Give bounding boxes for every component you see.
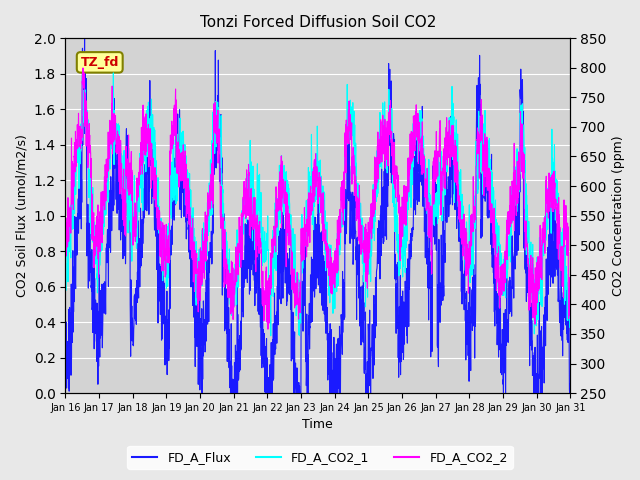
- Title: Tonzi Forced Diffusion Soil CO2: Tonzi Forced Diffusion Soil CO2: [200, 15, 436, 30]
- Text: TZ_fd: TZ_fd: [81, 56, 119, 69]
- Y-axis label: CO2 Soil Flux (umol/m2/s): CO2 Soil Flux (umol/m2/s): [15, 134, 28, 297]
- Legend: FD_A_Flux, FD_A_CO2_1, FD_A_CO2_2: FD_A_Flux, FD_A_CO2_1, FD_A_CO2_2: [127, 446, 513, 469]
- Y-axis label: CO2 Concentration (ppm): CO2 Concentration (ppm): [612, 135, 625, 296]
- X-axis label: Time: Time: [303, 419, 333, 432]
